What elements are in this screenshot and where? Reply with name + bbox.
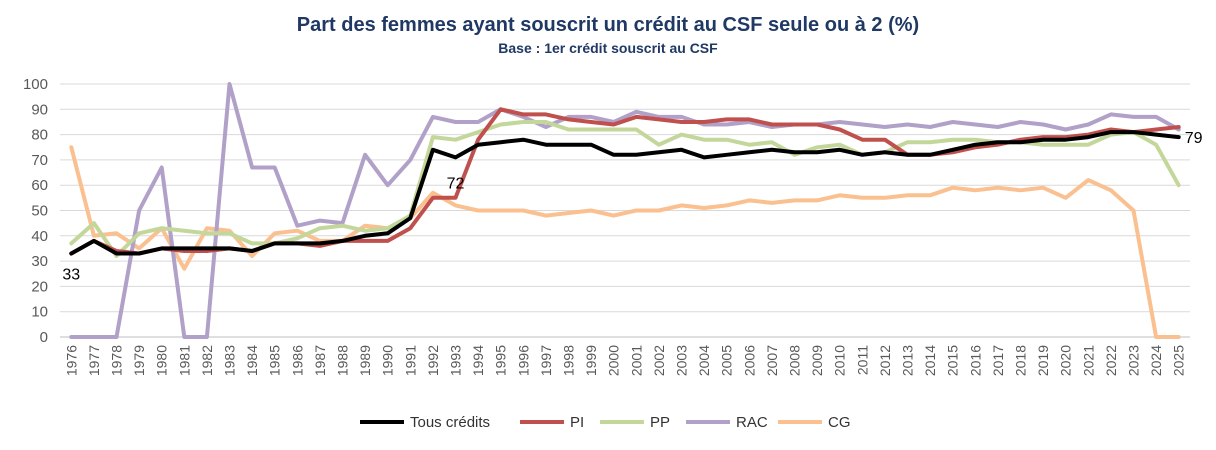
x-tick-label: 2001 (628, 345, 644, 376)
legend-label: PI (570, 414, 584, 431)
y-tick-label: 40 (31, 228, 48, 245)
y-tick-label: 0 (40, 329, 48, 346)
x-tick-label: 2014 (922, 345, 938, 376)
data-labels: 33 72 79 (62, 130, 1202, 283)
x-tick-label: 1981 (176, 345, 192, 376)
series-line-cg (69, 145, 1181, 339)
x-tick-label: 1994 (470, 345, 486, 376)
y-tick-label: 60 (31, 177, 48, 194)
x-tick-label: 2017 (990, 345, 1006, 376)
x-tick-label: 1989 (357, 345, 373, 376)
x-tick-label: 1998 (561, 345, 577, 376)
legend-label: RAC (736, 414, 768, 431)
x-tick-label: 1977 (86, 345, 102, 376)
x-tick-label: 1985 (267, 345, 283, 376)
y-tick-label: 100 (23, 76, 48, 93)
y-axis-ticks: 0 10 20 30 40 50 60 70 80 90 100 (23, 76, 48, 346)
x-tick-label: 1988 (335, 345, 351, 376)
data-label: 79 (1185, 130, 1203, 147)
x-tick-label: 2012 (877, 345, 893, 376)
y-tick-label: 20 (31, 278, 48, 295)
x-tick-label: 2008 (787, 345, 803, 376)
x-tick-label: 2011 (854, 345, 870, 375)
x-tick-label: 2002 (651, 345, 667, 376)
x-tick-label: 2004 (696, 345, 712, 376)
series-line-tous-credits (69, 130, 1181, 256)
gridlines (60, 83, 1190, 338)
x-tick-label: 1991 (402, 345, 418, 376)
x-tick-label: 2024 (1148, 345, 1164, 376)
x-tick-label: 1987 (312, 345, 328, 376)
x-tick-label: 1978 (109, 345, 125, 376)
chart-title: Part des femmes ayant souscrit un crédit… (296, 14, 920, 36)
series-lines (69, 82, 1181, 339)
x-tick-label: 2010 (832, 345, 848, 376)
x-tick-label: 2007 (764, 345, 780, 376)
y-tick-label: 70 (31, 152, 48, 169)
x-tick-label: 2009 (809, 345, 825, 376)
legend-label: Tous crédits (410, 414, 490, 431)
x-tick-label: 2016 (967, 345, 983, 376)
x-tick-label: 1993 (448, 345, 464, 376)
x-tick-label: 2020 (1058, 345, 1074, 376)
x-tick-label: 2015 (945, 345, 961, 376)
x-tick-label: 1997 (538, 345, 554, 376)
y-tick-label: 90 (31, 101, 48, 118)
series-line-rac (69, 82, 1181, 339)
x-tick-label: 1982 (199, 345, 215, 376)
x-tick-label: 2019 (1035, 345, 1051, 376)
x-tick-label: 2021 (1080, 345, 1096, 376)
x-tick-label: 1996 (515, 345, 531, 376)
legend-label: PP (650, 414, 670, 431)
x-tick-label: 2018 (1013, 345, 1029, 376)
legend-label: CG (828, 414, 851, 431)
x-tick-label: 1995 (493, 345, 509, 376)
chart-subtitle: Base : 1er crédit souscrit au CSF (498, 40, 718, 56)
y-tick-label: 10 (31, 304, 48, 321)
y-tick-label: 80 (31, 127, 48, 144)
x-tick-label: 1984 (244, 345, 260, 376)
x-tick-label: 1979 (131, 345, 147, 376)
x-axis-ticks: 1976 1977 1978 1979 1980 1981 1982 1983 1984 1985… (63, 345, 1186, 376)
x-tick-label: 1983 (222, 345, 238, 376)
legend: Tous crédits PI PP RAC CG (360, 414, 851, 431)
x-tick-label: 1992 (425, 345, 441, 376)
data-label: 33 (62, 267, 80, 284)
x-tick-label: 2025 (1171, 345, 1187, 376)
x-tick-label: 1986 (289, 345, 305, 376)
x-tick-label: 2006 (741, 345, 757, 376)
y-tick-label: 30 (31, 253, 48, 270)
x-tick-label: 2005 (719, 345, 735, 376)
x-tick-label: 2023 (1126, 345, 1142, 376)
x-tick-label: 2000 (606, 345, 622, 376)
x-tick-label: 2022 (1103, 345, 1119, 376)
x-tick-label: 2003 (674, 345, 690, 376)
y-tick-label: 50 (31, 203, 48, 220)
x-tick-label: 1976 (63, 345, 79, 376)
x-tick-label: 1980 (154, 345, 170, 376)
x-tick-label: 2013 (900, 345, 916, 376)
x-tick-label: 1990 (380, 345, 396, 376)
data-label: 72 (447, 175, 465, 192)
x-tick-label: 1999 (583, 345, 599, 376)
